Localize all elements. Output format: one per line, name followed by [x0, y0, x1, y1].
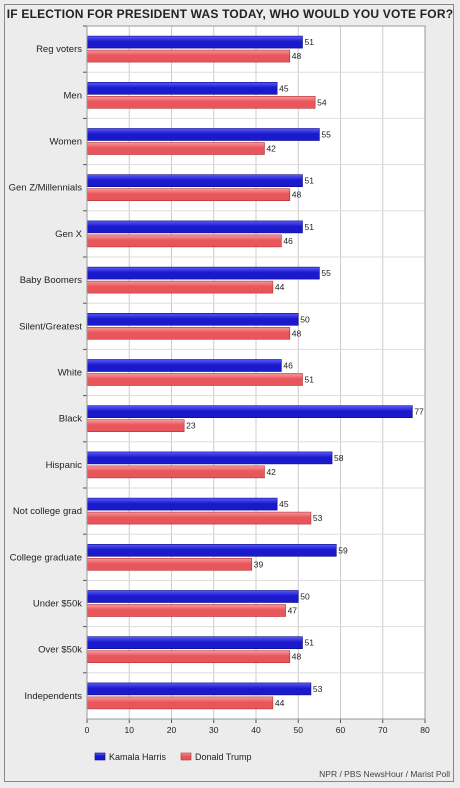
x-tick-label: 80 [420, 725, 430, 735]
x-tick-label: 40 [251, 725, 261, 735]
data-label: 53 [313, 684, 323, 694]
category-label: Under $50k [33, 599, 82, 610]
data-label: 55 [321, 268, 331, 278]
legend-swatch-trump [180, 752, 192, 761]
data-label: 48 [292, 328, 302, 338]
data-label: 53 [313, 513, 323, 523]
bar-harris [86, 405, 413, 419]
category-label: Silent/Greatest [19, 321, 82, 332]
data-label: 51 [304, 37, 314, 47]
data-label: 45 [279, 499, 289, 509]
x-tick-label: 20 [167, 725, 177, 735]
data-label: 44 [275, 698, 285, 708]
data-label: 42 [266, 144, 276, 154]
data-label: 47 [288, 606, 298, 616]
data-label: 48 [292, 190, 302, 200]
bar-trump [86, 49, 291, 63]
data-label: 51 [304, 176, 314, 186]
bar-harris [86, 590, 299, 603]
bar-trump [86, 604, 286, 617]
category-label: Baby Boomers [20, 275, 83, 286]
x-tick-label: 50 [294, 725, 304, 735]
data-label: 58 [334, 453, 344, 463]
bar-trump [86, 142, 265, 155]
data-label: 46 [283, 236, 293, 246]
data-label: 51 [304, 222, 314, 232]
category-label: Not college grad [13, 506, 82, 517]
data-label: 51 [304, 375, 314, 385]
x-tick-label: 60 [336, 725, 346, 735]
category-label: Over $50k [38, 645, 82, 656]
bar-harris [86, 359, 282, 372]
bar-harris [86, 220, 303, 234]
category-label: White [58, 368, 82, 379]
category-label: Men [64, 90, 82, 101]
category-label: Reg voters [36, 44, 82, 55]
chart-title: IF ELECTION FOR PRESIDENT WAS TODAY, WHO… [6, 7, 454, 21]
bar-trump [86, 465, 265, 479]
bar-harris [86, 35, 303, 49]
bar-harris [86, 682, 312, 696]
legend-label: Kamala Harris [109, 752, 167, 762]
bar-trump [86, 419, 185, 433]
x-tick-label: 30 [209, 725, 219, 735]
category-label: Gen Z/Millennials [9, 183, 83, 194]
category-label: Hispanic [46, 460, 83, 471]
plot-border [86, 25, 426, 720]
category-label: College graduate [10, 552, 82, 563]
bar-trump [86, 96, 316, 109]
category-label: Independents [24, 691, 82, 702]
bar-trump [86, 557, 253, 571]
category-label: Gen X [55, 229, 83, 240]
bar-harris [86, 312, 299, 326]
data-label: 48 [292, 51, 302, 61]
data-label: 55 [321, 130, 331, 140]
data-label: 46 [283, 361, 293, 371]
bar-trump [86, 696, 274, 710]
bar-trump [86, 326, 291, 340]
source-credit: NPR / PBS NewsHour / Marist Poll [319, 769, 450, 779]
data-label: 42 [266, 467, 276, 477]
data-label: 59 [338, 545, 348, 555]
data-label: 50 [300, 592, 310, 602]
legend-label: Donald Trump [195, 752, 252, 762]
bar-trump [86, 650, 291, 664]
bar-trump [86, 188, 291, 201]
data-label: 50 [300, 314, 310, 324]
bar-trump [86, 373, 303, 386]
legend-swatch-harris [94, 752, 106, 761]
data-label: 51 [304, 638, 314, 648]
bar-harris [86, 82, 278, 95]
data-label: 23 [186, 421, 196, 431]
bar-trump [86, 234, 282, 248]
category-label: Women [49, 137, 82, 148]
bar-harris [86, 128, 320, 141]
x-tick-label: 10 [125, 725, 135, 735]
bar-trump [86, 280, 274, 294]
bar-harris [86, 543, 337, 557]
data-label: 39 [254, 559, 264, 569]
data-label: 48 [292, 652, 302, 662]
x-tick-label: 70 [378, 725, 388, 735]
x-tick-label: 0 [85, 725, 90, 735]
category-label: Black [59, 414, 82, 425]
data-label: 54 [317, 97, 327, 107]
bar-harris [86, 497, 278, 511]
data-label: 77 [414, 407, 424, 417]
bar-harris [86, 174, 303, 187]
bar-harris [86, 451, 333, 465]
bar-harris [86, 636, 303, 650]
data-label: 45 [279, 83, 289, 93]
bar-harris [86, 266, 320, 280]
data-label: 44 [275, 282, 285, 292]
bar-trump [86, 511, 312, 525]
